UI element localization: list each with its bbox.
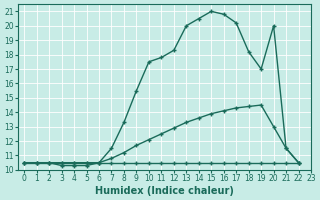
X-axis label: Humidex (Indice chaleur): Humidex (Indice chaleur) xyxy=(95,186,234,196)
